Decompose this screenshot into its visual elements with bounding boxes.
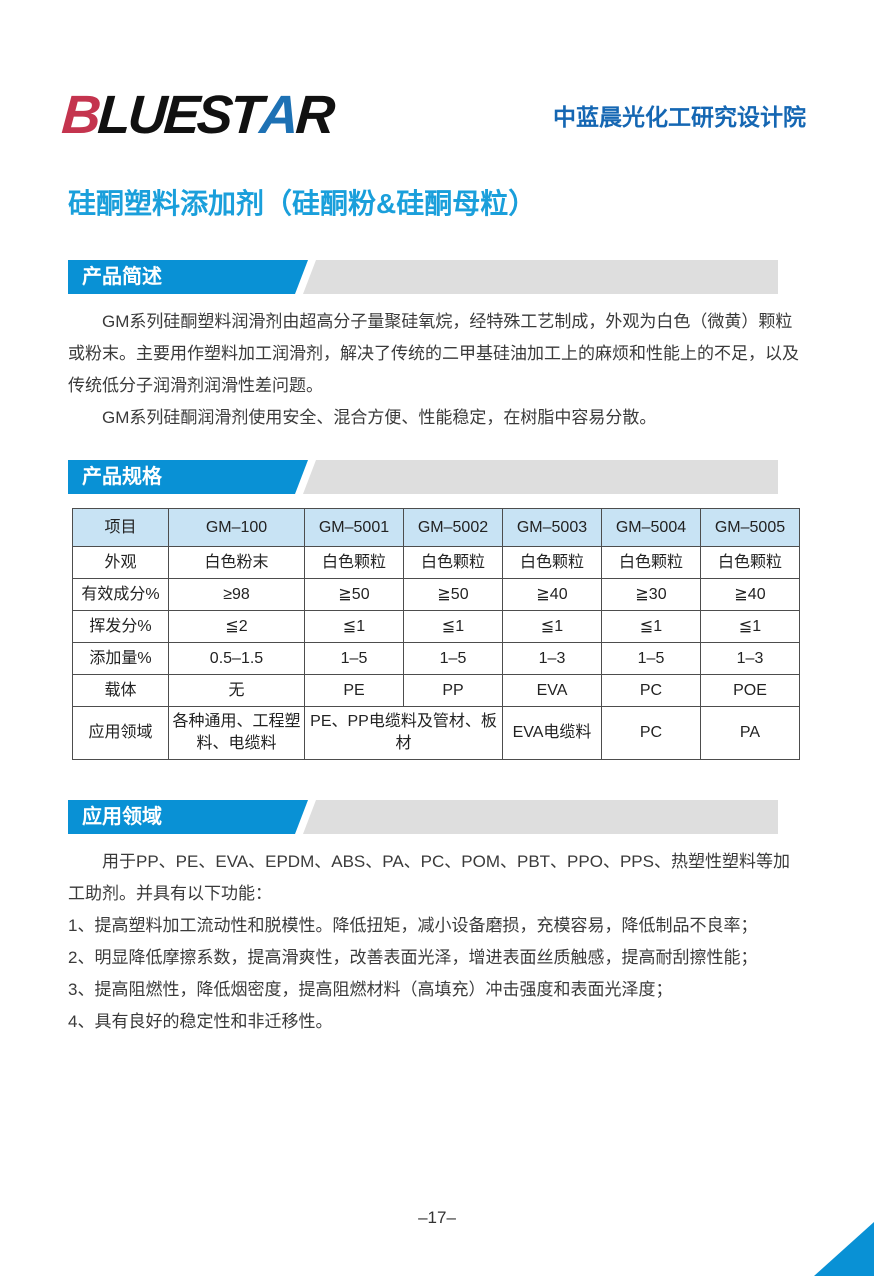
banner-gray-bar bbox=[303, 460, 778, 494]
corner-triangle-decoration bbox=[814, 1222, 874, 1276]
column-header: GM–100 bbox=[168, 508, 305, 547]
section-overview: 产品简述 GM系列硅酮塑料润滑剂由超高分子量聚硅氧烷，经特殊工艺制成，外观为白色… bbox=[0, 260, 874, 434]
table-cell: ≦1 bbox=[700, 610, 800, 643]
row-label: 挥发分% bbox=[72, 610, 169, 643]
table-cell: 白色颗粒 bbox=[601, 546, 701, 579]
banner-gray-bar bbox=[303, 260, 778, 294]
table-cell: 无 bbox=[168, 674, 305, 707]
table-cell: ≧50 bbox=[403, 578, 503, 611]
logo-letter-b: B bbox=[59, 85, 101, 145]
table-cell: ≧30 bbox=[601, 578, 701, 611]
page-header: BLUESTA ★ R 中蓝晨光化工研究设计院 bbox=[0, 0, 874, 149]
table-row: 添加量% 0.5–1.5 1–5 1–5 1–3 1–5 1–3 bbox=[72, 642, 800, 675]
table-cell: 白色粉末 bbox=[168, 546, 305, 579]
overview-paragraph: GM系列硅酮塑料润滑剂由超高分子量聚硅氧烷，经特殊工艺制成，外观为白色（微黄）颗… bbox=[68, 312, 799, 395]
table-cell: PC bbox=[601, 674, 701, 707]
table-cell: PE、PP电缆料及管材、板材 bbox=[304, 706, 503, 760]
table-cell: ≧40 bbox=[502, 578, 602, 611]
table-cell: ≦1 bbox=[304, 610, 404, 643]
row-label: 有效成分% bbox=[72, 578, 169, 611]
specs-banner: 产品规格 bbox=[68, 460, 806, 494]
table-cell: 1–5 bbox=[601, 642, 701, 675]
page-number: –17– bbox=[418, 1208, 456, 1227]
application-list-item: 1、提高塑料加工流动性和脱模性。降低扭矩，减小设备磨损，充模容易，降低制品不良率… bbox=[68, 916, 758, 935]
section-applications: 应用领域 用于PP、PE、EVA、EPDM、ABS、PA、PC、POM、PBT、… bbox=[0, 800, 874, 1038]
table-cell: 白色颗粒 bbox=[304, 546, 404, 579]
applications-intro-wrap: 用于PP、PE、EVA、EPDM、ABS、PA、PC、POM、PBT、PPO、P… bbox=[68, 846, 806, 910]
application-list-item: 2、明显降低摩擦系数，提高滑爽性，改善表面光泽，增进表面丝质触感，提高耐刮擦性能… bbox=[68, 948, 758, 967]
table-cell: 白色颗粒 bbox=[502, 546, 602, 579]
page-title: 硅酮塑料添加剂（硅酮粉&硅酮母粒） bbox=[68, 188, 537, 219]
table-cell: 1–5 bbox=[304, 642, 404, 675]
banner-gray-bar bbox=[303, 800, 778, 834]
table-cell: 白色颗粒 bbox=[403, 546, 503, 579]
column-header: GM–5004 bbox=[601, 508, 701, 547]
overview-banner: 产品简述 bbox=[68, 260, 806, 294]
column-header: 项目 bbox=[72, 508, 169, 547]
table-cell: 1–5 bbox=[403, 642, 503, 675]
table-cell: 1–3 bbox=[700, 642, 800, 675]
applications-intro: 用于PP、PE、EVA、EPDM、ABS、PA、PC、POM、PBT、PPO、P… bbox=[68, 852, 790, 903]
column-header: GM–5003 bbox=[502, 508, 602, 547]
logo-letter-r: R bbox=[293, 85, 335, 145]
spec-table-header-row: 项目 GM–100 GM–5001 GM–5002 GM–5003 GM–5004 GM–5… bbox=[72, 508, 800, 547]
overview-paragraph: GM系列硅酮润滑剂使用安全、混合方便、性能稳定，在树脂中容易分散。 bbox=[102, 408, 657, 427]
bluestar-logo: BLUESTA ★ R bbox=[59, 85, 335, 149]
table-cell: ≧40 bbox=[700, 578, 800, 611]
table-cell: 0.5–1.5 bbox=[168, 642, 305, 675]
overview-text: GM系列硅酮塑料润滑剂由超高分子量聚硅氧烷，经特殊工艺制成，外观为白色（微黄）颗… bbox=[68, 306, 806, 434]
table-cell: ≦2 bbox=[168, 610, 305, 643]
column-header: GM–5002 bbox=[403, 508, 503, 547]
organization-name: 中蓝晨光化工研究设计院 bbox=[553, 104, 806, 130]
applications-banner: 应用领域 bbox=[68, 800, 806, 834]
table-cell: 1–3 bbox=[502, 642, 602, 675]
row-label: 载体 bbox=[72, 674, 169, 707]
column-header: GM–5001 bbox=[304, 508, 404, 547]
table-cell: POE bbox=[700, 674, 800, 707]
table-row: 挥发分% ≦2 ≦1 ≦1 ≦1 ≦1 ≦1 bbox=[72, 610, 800, 643]
table-cell: PP bbox=[403, 674, 503, 707]
applications-list: 1、提高塑料加工流动性和脱模性。降低扭矩，减小设备磨损，充模容易，降低制品不良率… bbox=[68, 910, 806, 1038]
spec-table-head: 项目 GM–100 GM–5001 GM–5002 GM–5003 GM–5004 GM–5… bbox=[72, 508, 800, 547]
table-cell: PA bbox=[700, 706, 800, 760]
logo-letter-a: A ★ bbox=[257, 85, 299, 149]
star-icon: ★ bbox=[264, 124, 287, 149]
logo-letters-luest: LUEST bbox=[95, 85, 263, 145]
row-label: 添加量% bbox=[72, 642, 169, 675]
table-cell: ≦1 bbox=[502, 610, 602, 643]
table-cell: PC bbox=[601, 706, 701, 760]
table-cell: EVA bbox=[502, 674, 602, 707]
table-cell: 白色颗粒 bbox=[700, 546, 800, 579]
row-label: 外观 bbox=[72, 546, 169, 579]
table-cell: ≥98 bbox=[168, 578, 305, 611]
page-footer: –17– bbox=[0, 1208, 874, 1228]
table-cell: ≧50 bbox=[304, 578, 404, 611]
row-label: 应用领域 bbox=[72, 706, 169, 760]
table-row: 应用领域 各种通用、工程塑料、电缆料 PE、PP电缆料及管材、板材 EVA电缆料 PC P… bbox=[72, 706, 800, 760]
table-cell: PE bbox=[304, 674, 404, 707]
overview-heading: 产品简述 bbox=[68, 260, 308, 294]
spec-table: 项目 GM–100 GM–5001 GM–5002 GM–5003 GM–5004 GM–5… bbox=[72, 508, 800, 760]
table-cell: 各种通用、工程塑料、电缆料 bbox=[168, 706, 305, 760]
table-row: 载体无 PE PP EVA PC POE bbox=[72, 674, 800, 707]
table-cell: ≦1 bbox=[601, 610, 701, 643]
table-row: 外观 白色粉末 白色颗粒 白色颗粒 白色颗粒 白色颗粒 白色颗粒 bbox=[72, 546, 800, 579]
application-list-item: 3、提高阻燃性，降低烟密度，提高阻燃材料（高填充）冲击强度和表面光泽度； bbox=[68, 980, 673, 999]
table-cell: EVA电缆料 bbox=[502, 706, 602, 760]
table-cell: ≦1 bbox=[403, 610, 503, 643]
section-specs: 产品规格 项目 GM–100 GM–5001 GM–5002 GM–5003 GM–500… bbox=[0, 460, 874, 760]
spec-table-body: 外观 白色粉末 白色颗粒 白色颗粒 白色颗粒 白色颗粒 白色颗粒 有效成分% ≥98 ≧50 ≧50… bbox=[72, 546, 800, 760]
applications-heading: 应用领域 bbox=[68, 800, 308, 834]
column-header: GM–5005 bbox=[700, 508, 800, 547]
specs-heading: 产品规格 bbox=[68, 460, 308, 494]
application-list-item: 4、具有良好的稳定性和非迁移性。 bbox=[68, 1012, 333, 1031]
table-row: 有效成分% ≥98 ≧50 ≧50 ≧40 ≧30 ≧40 bbox=[72, 578, 800, 611]
